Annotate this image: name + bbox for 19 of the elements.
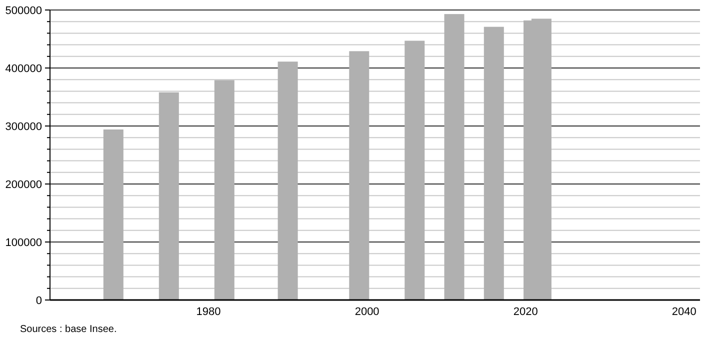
bar (214, 80, 234, 300)
x-tick-label: 1980 (196, 306, 221, 318)
y-tick-label: 0 (36, 294, 42, 307)
x-tick-label: 2020 (513, 306, 538, 318)
y-tick-label: 100000 (5, 236, 42, 249)
y-tick-label: 400000 (5, 62, 42, 75)
y-tick-label: 200000 (5, 178, 42, 191)
bar (158, 92, 179, 300)
bar (349, 51, 370, 300)
y-tick-label: 500000 (5, 4, 42, 17)
y-tick-label: 300000 (5, 120, 42, 133)
bar (404, 40, 425, 300)
bar (484, 26, 504, 300)
x-tick-label: 2040 (672, 306, 696, 318)
bar (103, 129, 124, 300)
x-tick-label: 2000 (354, 306, 380, 318)
bar (278, 62, 298, 300)
bar (444, 14, 464, 300)
source-note: Sources : base Insee. (20, 324, 117, 335)
